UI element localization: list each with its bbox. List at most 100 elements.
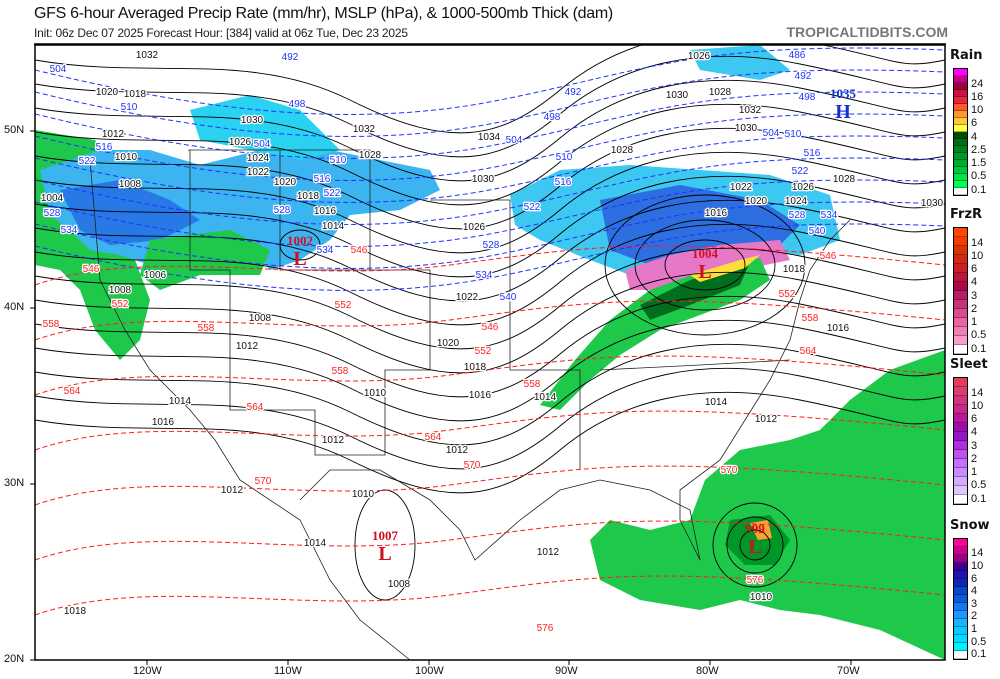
- legend-tick: 3: [971, 439, 978, 452]
- legend-swatch: [954, 495, 967, 504]
- legend-swatch: [954, 571, 967, 579]
- thickness-label-warm: 552: [112, 299, 129, 310]
- isobar-line: [35, 295, 945, 398]
- legend-tick: 14: [971, 386, 984, 399]
- isobar-line: [35, 127, 945, 230]
- legend-swatch: [954, 378, 967, 387]
- isobar-label: 1014: [534, 392, 557, 403]
- isobar-ring: [279, 229, 321, 261]
- legend-swatch: [954, 563, 967, 571]
- low-pressure-marker: L: [293, 248, 306, 270]
- isobar-label: 1004: [41, 193, 64, 204]
- isobar-label: 1018: [297, 191, 320, 202]
- thickness-label-cold: 504: [50, 64, 67, 75]
- legend-tick: 10: [971, 399, 984, 412]
- isobar-line: [35, 367, 945, 470]
- latitude-label: 30N: [4, 477, 25, 489]
- legend-tick: 2: [971, 610, 978, 623]
- legend-swatch: [954, 139, 967, 146]
- thickness-label-cold: 534: [476, 270, 493, 281]
- isobar-label: 1020: [437, 338, 460, 349]
- isobar-line: [35, 45, 945, 134]
- isobar-label: 1014: [169, 396, 192, 407]
- precip-area-rain-heavy: [725, 515, 790, 565]
- legend-tick: 2: [971, 302, 978, 315]
- isobar-label: 1016: [827, 323, 850, 334]
- thickness-label-warm: 564: [800, 346, 817, 357]
- isobar-line: [35, 319, 945, 422]
- thickness-label-cold: 492: [565, 87, 582, 98]
- thickness-label-cold: 510: [785, 129, 802, 140]
- pressure-center-value: 1002: [287, 233, 313, 248]
- thickness-line-warm: [35, 355, 945, 396]
- boundaries-layer: [89, 149, 851, 660]
- isobar-label: 1012: [446, 445, 469, 456]
- legend-swatch: [954, 118, 967, 125]
- isobar-label: 1010: [115, 152, 138, 163]
- legend-title: Rain: [950, 48, 983, 63]
- pressure-center-value: 1004: [692, 246, 719, 261]
- latitude-label: 20N: [4, 653, 25, 665]
- legend-swatch: [954, 125, 967, 132]
- legend-tick: 6: [971, 263, 978, 276]
- thickness-line-cold: [35, 69, 945, 137]
- isobar-label: 1018: [124, 89, 147, 100]
- isobar-label: 1018: [64, 606, 87, 617]
- thickness-label-warm: 558: [524, 379, 541, 390]
- legend-tick: 3: [971, 289, 978, 302]
- legend-swatch: [954, 273, 967, 282]
- legend-tick: 4: [971, 585, 978, 598]
- map-frame: [34, 44, 946, 661]
- brand-watermark: TROPICALTIDBITS.COM: [786, 24, 948, 40]
- legend-colorbar: [953, 68, 968, 196]
- legend-swatch: [954, 423, 967, 432]
- legend-tick: 1.5: [971, 157, 987, 170]
- precip-area-snow: [690, 45, 790, 80]
- thickness-line-warm: [35, 245, 945, 286]
- isobar-label: 1030: [241, 115, 264, 126]
- legend-swatch: [954, 160, 967, 167]
- legend-swatch: [954, 486, 967, 495]
- isobar-label: 1028: [359, 150, 382, 161]
- legend-swatch: [954, 132, 967, 139]
- thickness-line-cold: [35, 91, 945, 159]
- figure-title: GFS 6-hour Averaged Precip Rate (mm/hr),…: [34, 5, 613, 22]
- legend-title: FrzR: [950, 207, 983, 222]
- legend-tick: 2: [971, 452, 978, 465]
- thickness-label-cold: 510: [121, 102, 138, 113]
- longitude-label: 110W: [274, 665, 302, 677]
- thickness-label-cold: 516: [555, 177, 572, 188]
- thickness-label-warm: 546: [83, 264, 100, 275]
- isobar-label: 1008: [109, 285, 132, 296]
- isobar-label: 1012: [102, 129, 125, 140]
- isobar-label: 1010: [750, 592, 773, 603]
- thickness-label-cold: 522: [324, 188, 341, 199]
- isobar-line: [35, 223, 945, 326]
- isobar-ring: [739, 529, 771, 561]
- thickness-label-warm: 570: [721, 465, 738, 476]
- isobar-label: 1016: [469, 390, 492, 401]
- thickness-label-cold: 486: [789, 50, 806, 61]
- legend-tick: 0.1: [971, 648, 987, 661]
- legend-tick: 0.5: [971, 479, 987, 492]
- thickness-label-cold: 528: [44, 208, 61, 219]
- thickness-label-warm: 552: [779, 289, 796, 300]
- thickness-label-cold: 516: [314, 174, 331, 185]
- thickness-line-warm: [35, 520, 945, 561]
- legend-tick: 6: [971, 413, 978, 426]
- isobar-label: 1008: [119, 179, 142, 190]
- thickness-line-warm: [35, 410, 945, 451]
- legend-tick: 0.1: [971, 183, 987, 196]
- isobar-ring: [634, 219, 776, 311]
- legend-swatch: [954, 587, 967, 595]
- precip-layer: [35, 45, 945, 660]
- isobar-label: 1014: [322, 221, 345, 232]
- thickness-label-cold: 504: [254, 139, 271, 150]
- legend-tick: 4: [971, 130, 978, 143]
- thickness-label-warm: 570: [255, 476, 272, 487]
- thickness-label-cold: 498: [289, 99, 306, 110]
- legend-tick: 0.1: [971, 342, 987, 355]
- isobar-ring: [712, 502, 798, 588]
- legend-swatch: [954, 459, 967, 468]
- thickness-line-warm: [35, 465, 945, 506]
